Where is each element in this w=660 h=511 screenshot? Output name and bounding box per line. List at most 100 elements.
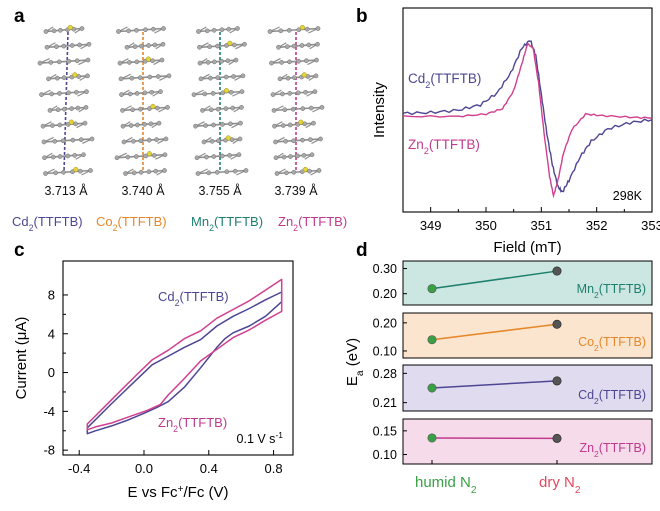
atom <box>48 60 54 65</box>
atom <box>304 58 309 64</box>
x-tick-label: 349 <box>420 218 442 233</box>
molecule-bond <box>199 59 237 64</box>
atom <box>315 41 320 47</box>
atom <box>277 76 283 82</box>
atom <box>53 170 58 176</box>
atom <box>66 90 71 96</box>
molecule-layer <box>195 168 249 176</box>
atom <box>42 155 47 161</box>
molecule-bond <box>120 75 170 80</box>
atom <box>46 76 51 82</box>
atom <box>319 105 325 110</box>
panel-b-epr-chart: 349 350 351 352 353 Field (mT) Intensity 298K Cd… <box>371 7 660 256</box>
series-line-cd <box>431 380 558 389</box>
atom <box>220 122 225 127</box>
atom <box>83 105 89 110</box>
molecule-layer <box>277 72 319 82</box>
molecule-layer <box>116 26 166 34</box>
category-label-dry: dry N2 <box>539 474 581 496</box>
atom <box>125 154 131 160</box>
panel-label-c: c <box>14 240 25 261</box>
atom <box>219 153 225 159</box>
atom <box>314 57 319 63</box>
atom <box>163 136 169 142</box>
atom <box>197 60 203 66</box>
molecule-bond <box>48 75 88 80</box>
atom <box>138 106 143 112</box>
atom <box>150 58 155 64</box>
atom <box>230 105 236 111</box>
sulfur-atom <box>68 119 74 125</box>
atom <box>79 26 85 31</box>
atom <box>127 60 132 65</box>
atom <box>78 137 84 142</box>
subplot-label-zn: Zn2(TTFTB) <box>579 441 646 459</box>
atom <box>273 139 278 145</box>
atom <box>55 107 61 113</box>
atom <box>215 75 221 80</box>
atom <box>270 92 276 97</box>
atom <box>78 168 83 174</box>
atom <box>65 153 71 159</box>
atom <box>56 59 62 65</box>
atom <box>75 105 81 111</box>
molecule-layer <box>201 135 243 145</box>
atom <box>73 121 78 127</box>
compound-label-co: Co2(TTFTB) <box>96 214 167 233</box>
molecule-layer <box>197 57 239 66</box>
atom <box>202 91 208 97</box>
molecule-layer <box>47 105 89 113</box>
molecule-bond <box>126 43 164 49</box>
atom <box>131 170 137 176</box>
atom <box>191 92 197 97</box>
atom <box>239 105 244 110</box>
molecule-layer <box>274 166 322 176</box>
atom <box>204 28 210 34</box>
molecule-bond <box>198 27 238 33</box>
atom <box>39 92 44 97</box>
atom <box>219 27 225 33</box>
atom <box>315 26 321 31</box>
molecule-layer <box>117 56 165 66</box>
series-label-zn: Zn2(TTFTB) <box>158 415 227 434</box>
atom <box>207 44 212 49</box>
atom <box>278 28 284 34</box>
x-tick-label: 0.0 <box>135 461 153 476</box>
molecule-layer <box>200 105 244 113</box>
molecule-bond <box>45 27 83 33</box>
atom <box>205 60 211 65</box>
atom <box>159 57 165 63</box>
y-tick-label: 0.10 <box>373 448 397 462</box>
molecule-bond <box>269 27 319 33</box>
y-axis-label: Intensity <box>371 82 388 138</box>
molecule-layer <box>276 41 320 50</box>
atom <box>296 58 301 64</box>
plot-frame <box>62 260 294 456</box>
atom <box>130 107 135 113</box>
y-tick-label: -8 <box>43 443 55 458</box>
atom <box>292 75 297 80</box>
atom <box>124 44 130 50</box>
molecule-layer <box>37 57 91 66</box>
atom <box>152 42 158 48</box>
point-dry-zn <box>552 433 562 443</box>
atom <box>127 91 133 97</box>
atom <box>209 138 215 144</box>
x-tick-label: -0.4 <box>68 461 90 476</box>
atom <box>156 120 162 126</box>
atom <box>284 44 290 49</box>
atom <box>146 137 152 143</box>
molecule-layer <box>267 24 321 34</box>
atom <box>311 120 316 126</box>
atom <box>89 136 95 142</box>
atom <box>198 76 204 82</box>
x-tick-label: 350 <box>475 218 497 233</box>
atom <box>200 108 205 113</box>
y-tick-label: 0.28 <box>373 367 397 381</box>
point-humid-co <box>427 335 437 345</box>
series-label-cd: Cd2(TTFTB) <box>408 71 481 90</box>
atom <box>116 29 121 34</box>
atom <box>129 75 135 81</box>
atom <box>300 106 306 111</box>
